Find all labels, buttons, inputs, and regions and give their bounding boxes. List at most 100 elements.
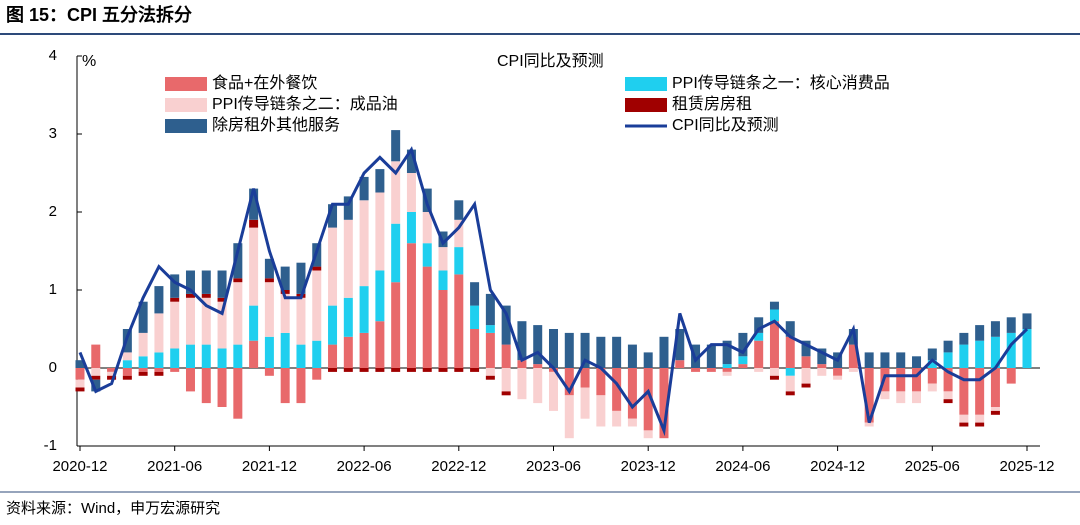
bar-segment (517, 368, 527, 400)
bar-segment (470, 329, 480, 368)
bar-segment (564, 395, 574, 439)
bar-segment (233, 278, 243, 283)
header: 图 15：CPI 五分法拆分 (6, 4, 192, 25)
bar-segment (217, 270, 227, 298)
bar-segment (422, 266, 432, 368)
bar-segment (233, 368, 243, 419)
bar-segment (959, 414, 969, 423)
bar-segment (107, 368, 117, 372)
bar-segment (249, 219, 259, 228)
bar-segment (580, 332, 590, 368)
bar-segment (1022, 313, 1032, 329)
bar-segment (233, 344, 243, 368)
bar-segment (706, 344, 716, 368)
bar-segment (596, 336, 606, 368)
bar-segment (170, 301, 180, 349)
bar-segment (959, 368, 969, 415)
legend-label: PPI传导链条之一：核心消费品 (672, 74, 890, 92)
bar-segment (438, 368, 448, 372)
bar-segment (564, 368, 574, 396)
bar-segment (406, 149, 416, 173)
bar-segment (138, 301, 148, 333)
bar-segment (990, 368, 1000, 407)
bar-segment (533, 325, 543, 365)
bar-segment (722, 364, 732, 368)
bar-segment (343, 297, 353, 337)
bar-segment (280, 290, 290, 294)
bar-segment (470, 282, 480, 306)
bar-segment (233, 282, 243, 345)
bar-segment (406, 243, 416, 368)
bar-segment (817, 348, 827, 365)
bar-segment (801, 356, 811, 368)
bar-segment (391, 161, 401, 224)
bar-segment (470, 305, 480, 329)
x-tick-label: 2021-06 (147, 458, 202, 475)
bar-segment (485, 375, 495, 380)
bar-segment (280, 266, 290, 290)
bar-segment (328, 368, 338, 372)
bar-segment (107, 371, 117, 376)
bar-segment (312, 368, 322, 380)
bar-segment (785, 391, 795, 396)
bar-segment (580, 368, 590, 388)
bar-segment (454, 247, 464, 275)
bar-segment (75, 379, 85, 388)
bar-segment (659, 368, 669, 439)
bar-segment (959, 422, 969, 427)
bar-segment (817, 368, 827, 376)
bar-segment (264, 368, 274, 376)
bar-segment (990, 336, 1000, 368)
bar-segment (643, 368, 653, 431)
bar-segment (485, 368, 495, 376)
bar-segment (91, 368, 101, 376)
x-tick-label: 2023-06 (526, 458, 581, 475)
bar-segment (107, 375, 117, 380)
y-tick-label: 0 (49, 359, 57, 376)
bar-segment (943, 352, 953, 368)
bar-segment (154, 352, 164, 368)
bar-segment (217, 297, 227, 302)
legend-swatch (165, 98, 207, 112)
y-axis-label: % (82, 53, 96, 70)
bar-segment (627, 418, 637, 427)
legend-label: CPI同比及预测 (672, 116, 779, 134)
bar-segment (75, 368, 85, 380)
bar-segment (722, 368, 732, 372)
bar-segment (470, 368, 480, 372)
bar-segment (912, 356, 922, 368)
bar-segment (375, 192, 385, 271)
bar-segment (1006, 317, 1016, 333)
bar-segment (328, 305, 338, 345)
bar-segment (91, 379, 101, 392)
bar-segment (738, 332, 748, 357)
bar-segment (328, 344, 338, 368)
bar-segment (927, 348, 937, 361)
bar-segment (391, 368, 401, 372)
bar-segment (943, 340, 953, 353)
bar-segment (896, 352, 906, 368)
bar-segment (975, 422, 985, 427)
bar-segment (517, 321, 527, 361)
bar-segment (738, 356, 748, 365)
bar-segment (990, 407, 1000, 411)
x-tick-label: 2024-12 (810, 458, 865, 475)
bar-segment (691, 368, 701, 372)
bar-segment (848, 368, 858, 372)
bar-segment (643, 430, 653, 439)
bar-segment (264, 278, 274, 283)
bar-segment (75, 387, 85, 392)
bar-segment (769, 321, 779, 368)
bar-segment (138, 356, 148, 368)
bar-segment (896, 391, 906, 404)
bar-segment (406, 368, 416, 372)
bar-segment (375, 321, 385, 368)
y-tick-label: 3 (49, 125, 57, 142)
bar-segment (612, 410, 622, 427)
bar-segment (738, 364, 748, 368)
bar-segment (296, 368, 306, 404)
bar-segment (627, 368, 637, 419)
bar-segment (264, 336, 274, 368)
bar-segment (659, 336, 669, 368)
